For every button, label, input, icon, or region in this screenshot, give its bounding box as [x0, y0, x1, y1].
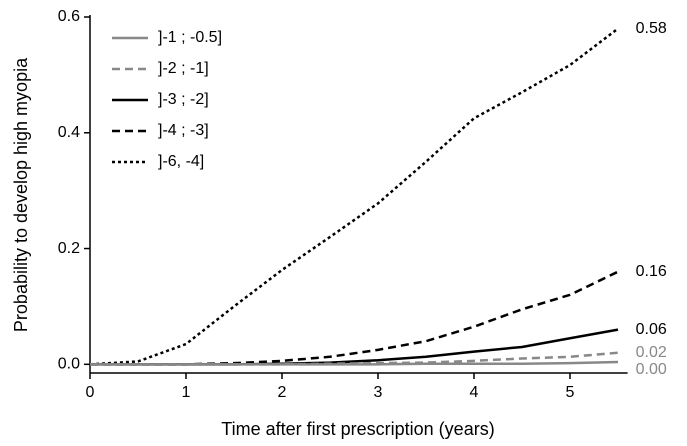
y-tick-label: 0.6: [58, 8, 80, 25]
end-label: 0.58: [636, 20, 667, 37]
end-label: 0.06: [636, 321, 667, 338]
y-axis-title: Probability to develop high myopia: [11, 57, 31, 332]
x-tick-label: 5: [566, 384, 575, 401]
legend-label: ]-3 ; -2]: [158, 91, 209, 108]
end-label: 0.02: [636, 344, 667, 361]
y-tick-label: 0.0: [58, 356, 80, 373]
end-label: 0.00: [636, 361, 667, 378]
legend-label: ]-4 ; -3]: [158, 122, 209, 139]
series-line: [90, 360, 619, 366]
series-line: [90, 270, 619, 366]
y-tick-label: 0.4: [58, 124, 80, 141]
x-axis-title: Time after first prescription (years): [221, 419, 494, 439]
legend-label: ]-2 ; -1]: [158, 60, 209, 77]
x-tick-label: 3: [374, 384, 383, 401]
x-tick-label: 2: [278, 384, 287, 401]
series-line: [89, 27, 619, 366]
end-label: 0.16: [636, 263, 667, 280]
x-tick-label: 0: [86, 384, 95, 401]
y-tick-label: 0.2: [58, 240, 80, 257]
x-tick-label: 1: [182, 384, 191, 401]
legend-label: ]-6, -4]: [158, 153, 204, 170]
legend-label: ]-1 ; -0.5]: [158, 29, 222, 46]
x-tick-label: 4: [470, 384, 479, 401]
